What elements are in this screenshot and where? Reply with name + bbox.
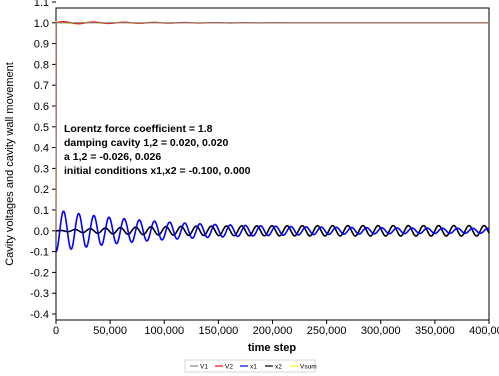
x-tick-label: 50,000	[93, 325, 127, 337]
y-tick-label: 0.5	[34, 122, 49, 134]
y-tick-label: 0.0	[34, 226, 49, 238]
y-axis-title: Cavity voltages and cavity wall movement	[4, 62, 16, 266]
x-tick-label: 400,000	[469, 325, 499, 337]
x-tick-label: 100,000	[144, 325, 184, 337]
x-tick-label: 300,000	[361, 325, 401, 337]
y-tick-label: 0.1	[34, 205, 49, 217]
series-layer	[55, 21, 490, 253]
y-tick-label: 0.9	[34, 39, 49, 51]
legend-label-v2: V2	[225, 364, 233, 371]
legend-box	[184, 359, 316, 373]
annotation-line-1: Lorentz force coefficient = 1.8	[64, 123, 213, 135]
annotation-line-4: initial conditions x1,x2 = -0.100, 0.000	[64, 165, 251, 177]
x-tick-label: 250,000	[307, 325, 347, 337]
y-tick-label: 0.3	[34, 163, 49, 175]
y-tick-label: -0.3	[30, 288, 49, 300]
legend-label-vsum: Vsum	[300, 364, 317, 371]
annotation-line-3: a 1,2 = -0.026, 0.026	[64, 151, 161, 163]
x-axis-title: time step	[248, 342, 297, 354]
y-tick-label: -0.1	[30, 247, 49, 259]
plot-area	[55, 7, 490, 321]
legend-label-v1: V1	[200, 364, 208, 371]
y-tick-label: 0.4	[34, 143, 49, 155]
y-tick-label: 1.1	[34, 0, 49, 9]
series-line-x1	[55, 210, 490, 253]
y-tick-label: 0.8	[34, 59, 49, 71]
y-tick-label: -0.2	[30, 267, 49, 279]
y-tick-label: 0.6	[34, 101, 49, 113]
y-tick-label: 0.2	[34, 184, 49, 196]
x-tick-label: 150,000	[198, 325, 238, 337]
y-axis: -0.4 -0.3 -0.2 -0.1 0.0 0.1 0.2 0.3 0.4 0.5 0.6 0.7…	[30, 0, 56, 321]
y-tick-label: 1.0	[34, 18, 49, 30]
legend-label-x2: x2	[275, 364, 282, 371]
x-tick-label: 200,000	[253, 325, 293, 337]
y-tick-label: -0.4	[30, 309, 49, 321]
x-axis: 0 50,000 100,000 150,000 200,000 250,000 300,0…	[53, 320, 499, 337]
x-tick-label: 0	[53, 325, 59, 337]
x-tick-label: 350,000	[415, 325, 455, 337]
series-line-v1	[55, 22, 489, 231]
annotation-line-2: damping cavity 1,2 = 0.020, 0.020	[64, 137, 228, 149]
annotations: Lorentz force coefficient = 1.8 damping …	[64, 123, 251, 177]
y-tick-label: 0.7	[34, 80, 49, 92]
legend-label-x1: x1	[250, 364, 257, 371]
legend: V1 V2 x1 x2 Vsum	[184, 359, 317, 373]
